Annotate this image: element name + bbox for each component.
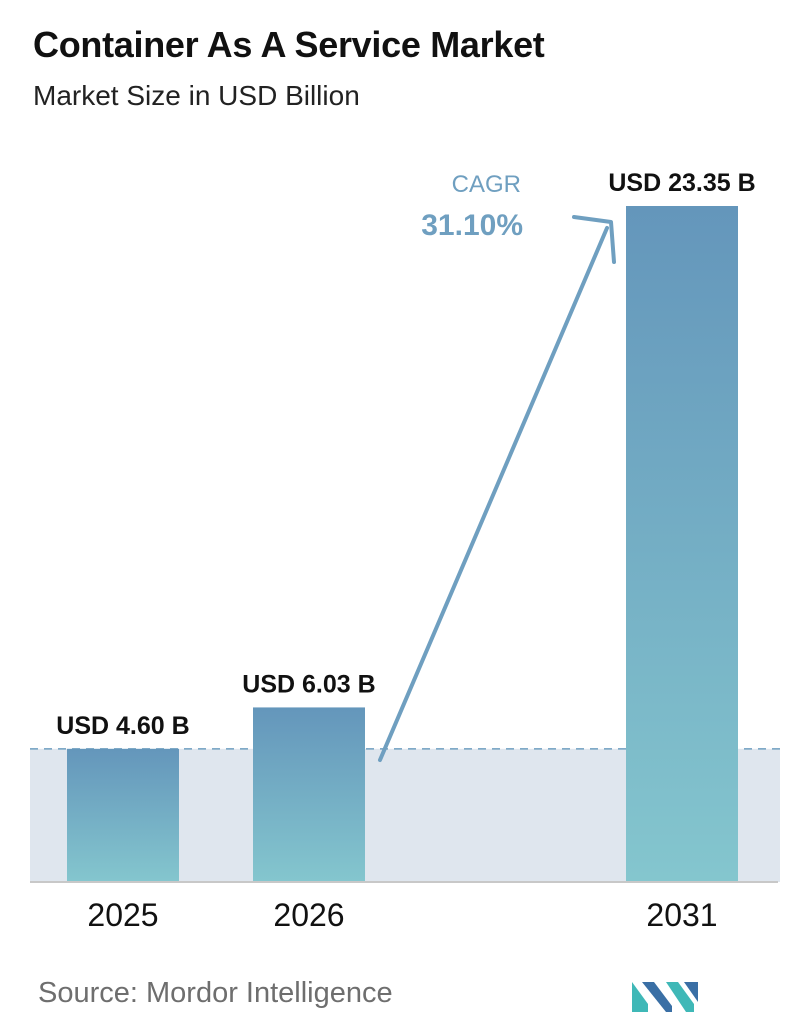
- x-tick-label-2025: 2025: [87, 897, 158, 933]
- source-text: Source: Mordor Intelligence: [38, 977, 393, 1009]
- chart-title: Container As A Service Market: [33, 24, 545, 65]
- logo-shape-far: [684, 982, 698, 1002]
- mordor-intelligence-logo: [632, 982, 698, 1012]
- x-tick-label-2031: 2031: [646, 897, 717, 933]
- cagr-label: CAGR: [452, 171, 521, 198]
- logo-shape-mid: [642, 982, 672, 1012]
- bar-value-label-2025: USD 4.60 B: [56, 712, 189, 740]
- bar-2025: [67, 748, 179, 882]
- bar-value-label-2031: USD 23.35 B: [608, 169, 755, 197]
- cagr-value: 31.10%: [421, 209, 523, 242]
- logo-shape-right: [666, 982, 694, 1012]
- x-tick-label-2026: 2026: [273, 897, 344, 933]
- logo-shape-left: [632, 982, 648, 1012]
- cagr-arrow-head: [572, 215, 616, 264]
- chart-subtitle: Market Size in USD Billion: [33, 80, 360, 111]
- bar-2026: [253, 707, 365, 882]
- cagr-arrow-line: [378, 226, 609, 762]
- bar-2031: [626, 206, 738, 882]
- bar-value-label-2026: USD 6.03 B: [242, 670, 375, 698]
